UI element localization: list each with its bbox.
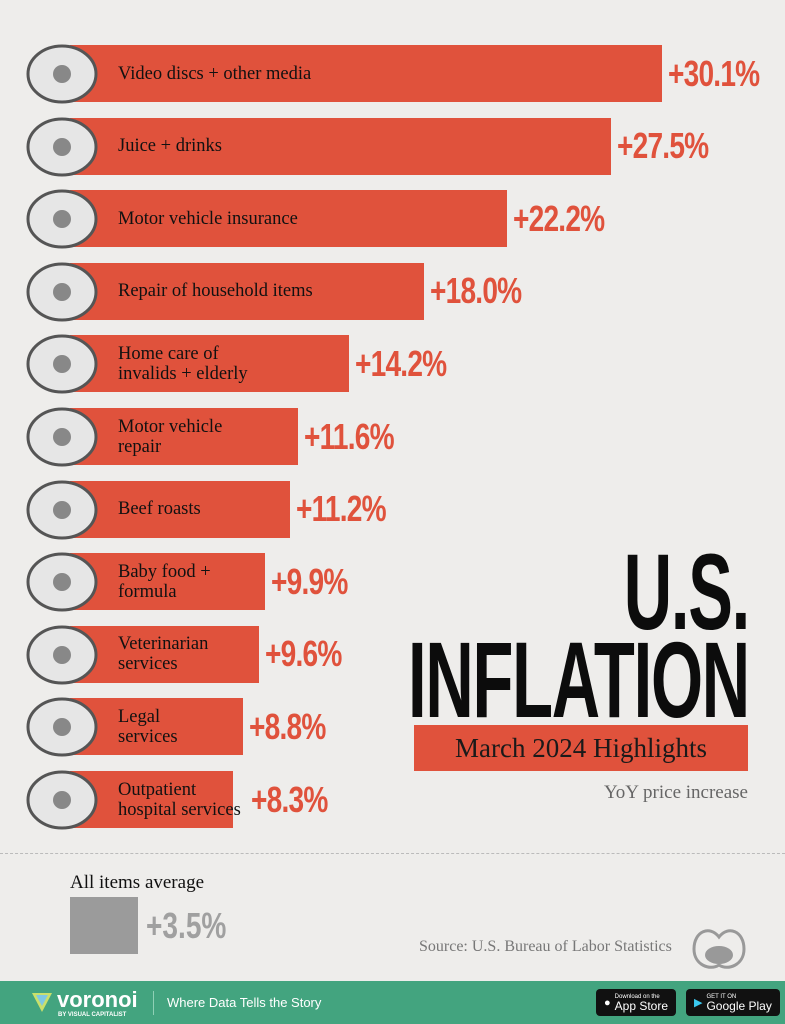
bar-label: Motor vehicle repair: [118, 408, 222, 465]
value-label: +8.3%: [250, 778, 328, 820]
tagline: Where Data Tells the Story: [167, 995, 322, 1010]
chart-note: YoY price increase: [603, 782, 748, 803]
bar: [70, 553, 265, 611]
baby-bottle-icon: [26, 552, 98, 612]
bar: [70, 625, 259, 683]
bar-label-line: Motor vehicle insurance: [118, 208, 298, 229]
brand: voronoi: [57, 987, 138, 1012]
app-store-label: App Store: [614, 998, 669, 1013]
bar-label-line: hospital services: [118, 799, 241, 820]
washing-machine-icon: [26, 262, 98, 322]
bar-label: Video discs + other media: [118, 45, 311, 102]
source: Source: U.S. Bureau of Labor Statistics: [419, 938, 672, 955]
bar-label-line: services: [118, 726, 178, 747]
value-label: +11.2%: [296, 488, 387, 530]
title-line-1: U.S.: [623, 531, 751, 652]
value-label: +22.2%: [512, 197, 605, 239]
average-value: +3.5%: [146, 904, 227, 946]
bar-label-line: Outpatient: [118, 779, 197, 800]
disc-icon: [26, 44, 98, 104]
average-bar: [70, 897, 138, 954]
value-label: +18.0%: [430, 270, 522, 312]
value-label: +30.1%: [668, 52, 760, 94]
bar-label-line: formula: [118, 581, 177, 602]
google-small: GET IT ON: [706, 993, 737, 1000]
bar-label-line: Beef roasts: [118, 499, 201, 520]
divider: [0, 853, 785, 854]
bar-label-line: services: [118, 654, 178, 675]
can-icon: [26, 117, 98, 177]
blood-pressure-icon: [26, 770, 98, 830]
value-label: +14.2%: [355, 342, 447, 384]
value-label: +11.6%: [304, 415, 395, 457]
bar: [70, 45, 663, 102]
tire-icon: [26, 407, 98, 467]
bar: [70, 480, 291, 538]
bar-label-line: Repair of household items: [118, 281, 313, 302]
bar-label-line: repair: [118, 436, 162, 457]
bar-label-line: Video discs + other media: [118, 63, 312, 84]
dog-icon: [26, 625, 98, 685]
car-icon: [26, 189, 98, 249]
bar-label-line: invalids + elderly: [118, 363, 248, 384]
bar-label-line: Veterinarian: [118, 634, 209, 655]
value-label: +8.8%: [249, 705, 326, 747]
beef-icon: [26, 480, 98, 540]
apple-icon: ●: [604, 996, 611, 1009]
bar-label: Legal services: [118, 698, 178, 755]
bar-label: Baby food + formula: [118, 553, 211, 610]
brand-sub: BY VISUAL CAPITALIST: [58, 1012, 127, 1018]
app-store-button[interactable]: ● Download on the App Store: [596, 989, 677, 1016]
value-label: +9.6%: [264, 633, 342, 675]
gavel-icon: [26, 697, 98, 757]
bar-chart: Video discs + other media +30.1% Juice + d…: [26, 44, 760, 830]
bar-label-line: Juice + drinks: [118, 136, 222, 157]
value-label: +9.9%: [270, 560, 348, 602]
walker-icon: [26, 334, 98, 394]
bar: [70, 117, 611, 175]
bar-label: Home care of invalids + elderly: [118, 335, 248, 392]
play-icon: ▶: [694, 997, 703, 1009]
subtitle: March 2024 Highlights: [414, 725, 748, 771]
bar-label: Motor vehicle insurance: [118, 190, 298, 247]
brain-logo-icon: [692, 929, 746, 969]
title-line-2: INFLATION: [408, 619, 750, 740]
voronoi-logo-icon: [32, 993, 52, 1012]
bar: [70, 698, 244, 756]
bar-label: Juice + drinks: [118, 118, 222, 175]
bar-label: Veterinarian services: [118, 626, 208, 683]
value-label: +27.5%: [616, 125, 709, 167]
app-store-small: Download on the: [614, 993, 660, 1000]
bar-label: Repair of household items: [118, 263, 313, 320]
average-label: All items average: [70, 872, 205, 893]
bar-label-line: Legal: [118, 706, 161, 727]
bar-label-line: Motor vehicle: [118, 416, 223, 437]
footer: voronoi BY VISUAL CAPITALIST Where Data …: [0, 981, 785, 1024]
bar-label-line: Baby food +: [118, 561, 211, 582]
google-play-button[interactable]: ▶ GET IT ON Google Play: [686, 989, 780, 1016]
bar: [70, 408, 299, 465]
bar-label-line: Home care of: [118, 343, 219, 364]
google-label: Google Play: [706, 998, 772, 1013]
bar-label: Outpatient hospital services: [118, 771, 241, 828]
bar: [70, 262, 425, 320]
footer-divider: [153, 991, 154, 1015]
bar: [70, 190, 507, 248]
bar-label: Beef roasts: [118, 481, 201, 538]
bar: [70, 335, 350, 393]
